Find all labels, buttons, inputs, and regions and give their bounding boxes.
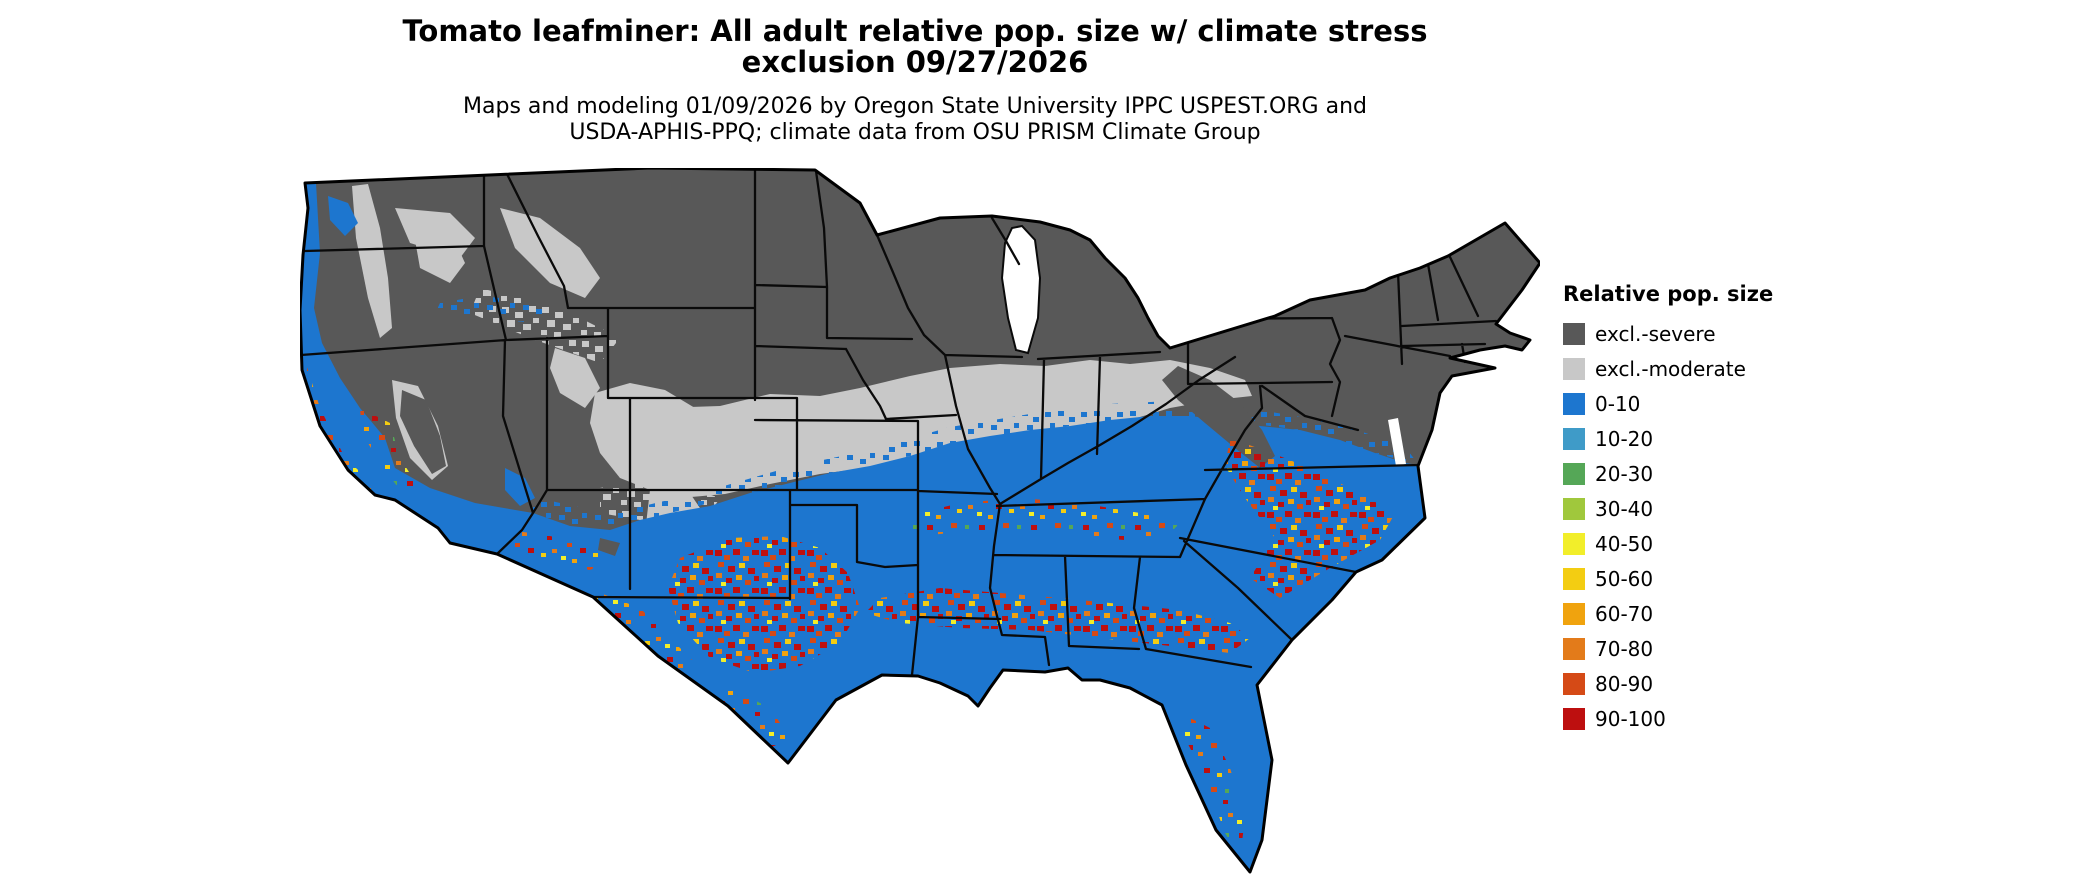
- legend-item-label: excl.-moderate: [1595, 356, 1746, 381]
- legend-item: 0-10: [1563, 386, 1773, 421]
- legend-item: 10-20: [1563, 421, 1773, 456]
- legend-item-label: 20-30: [1595, 461, 1654, 486]
- legend-item-label: 10-20: [1595, 426, 1654, 451]
- legend-item-label: 0-10: [1595, 391, 1641, 416]
- map-layer-low-pop-blue: [300, 183, 1425, 872]
- legend-item-label: 80-90: [1595, 671, 1654, 696]
- legend-swatch: [1563, 497, 1585, 520]
- legend-swatch: [1563, 567, 1585, 590]
- us-map: [298, 166, 1542, 874]
- page-title-line-1: Tomato leafminer: All adult relative pop…: [402, 14, 1428, 48]
- chesapeake-bay: [1388, 418, 1406, 466]
- legend-swatch: [1563, 392, 1585, 415]
- legend-item: 20-30: [1563, 456, 1773, 491]
- lake-michigan: [1000, 224, 1042, 355]
- legend-item-label: 90-100: [1595, 706, 1666, 731]
- legend-item: 30-40: [1563, 491, 1773, 526]
- legend-title: Relative pop. size: [1563, 282, 1774, 306]
- page-title-line-2: exclusion 09/27/2026: [741, 45, 1089, 79]
- legend-item-label: excl.-severe: [1595, 321, 1716, 346]
- map-legend: Relative pop. size excl.-severe excl.-mod…: [1563, 282, 1773, 736]
- state-boundaries: [300, 168, 1498, 677]
- subtitle-line-1: Maps and modeling 01/09/2026 by Oregon S…: [463, 94, 1367, 119]
- us-outline: [298, 166, 1542, 874]
- title-block: Tomato leafminer: All adult relative pop…: [0, 16, 1830, 146]
- legend-swatch: [1563, 602, 1585, 625]
- legend-item: excl.-moderate: [1563, 351, 1773, 386]
- us-map-container: [298, 166, 1542, 880]
- legend-swatch: [1563, 707, 1585, 730]
- legend-item: 50-60: [1563, 561, 1773, 596]
- legend-item: 90-100: [1563, 701, 1773, 736]
- legend-item: 60-70: [1563, 596, 1773, 631]
- legend-item: excl.-severe: [1563, 316, 1773, 351]
- map-layer-hot-speckles: [300, 358, 1395, 858]
- legend-item-label: 40-50: [1595, 531, 1654, 556]
- legend-item-label: 70-80: [1595, 636, 1654, 661]
- legend-swatch: [1563, 427, 1585, 450]
- legend-swatch: [1563, 357, 1585, 380]
- legend-swatch: [1563, 637, 1585, 660]
- legend-items: excl.-severe excl.-moderate 0-10 10-20 20-30…: [1563, 316, 1773, 736]
- legend-item: 80-90: [1563, 666, 1773, 701]
- legend-item: 40-50: [1563, 526, 1773, 561]
- legend-item-label: 30-40: [1595, 496, 1654, 521]
- legend-swatch: [1563, 532, 1585, 555]
- legend-swatch: [1563, 322, 1585, 345]
- legend-swatch: [1563, 462, 1585, 485]
- map-layer-dark-patches: [400, 366, 1275, 556]
- legend-swatch: [1563, 672, 1585, 695]
- legend-item-label: 50-60: [1595, 566, 1654, 591]
- legend-item-label: 60-70: [1595, 601, 1654, 626]
- legend-item: 70-80: [1563, 631, 1773, 666]
- subtitle-line-2: USDA-APHIS-PPQ; climate data from OSU PR…: [569, 120, 1261, 145]
